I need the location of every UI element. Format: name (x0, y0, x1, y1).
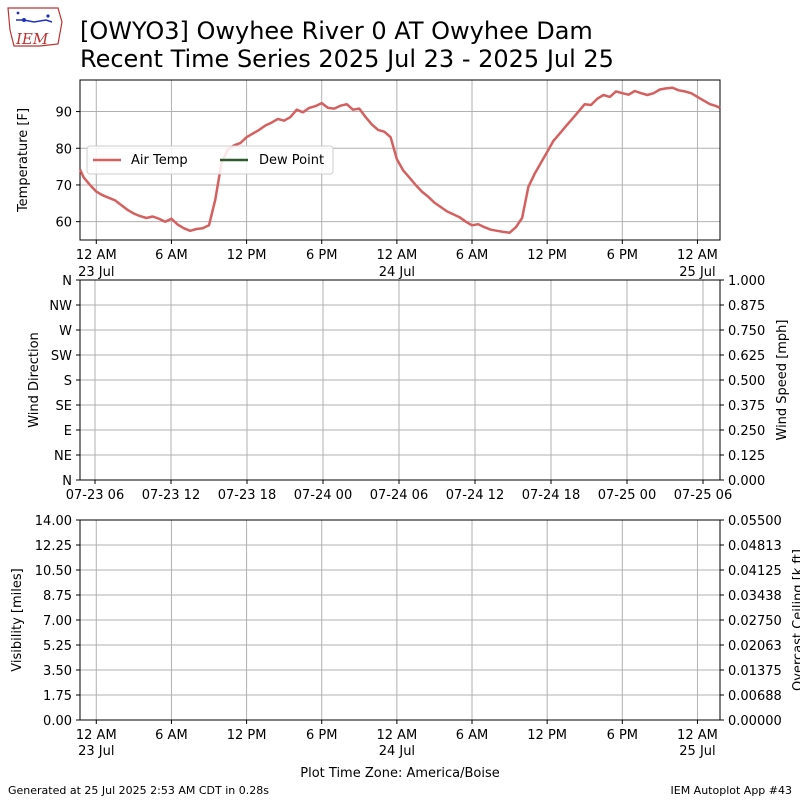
visibility-tick: 7.00 (43, 614, 72, 629)
wind-speed-tick: 0.375 (728, 399, 765, 414)
visibility-axis-label: Visibility [miles] (10, 568, 25, 671)
y-tick-label: 80 (55, 142, 72, 157)
wind-speed-tick: 1.000 (728, 274, 765, 289)
chart-title-line1: [OWYO3] Owyhee River 0 AT Owyhee Dam (80, 17, 593, 45)
ceiling-tick: 0.02750 (728, 614, 782, 629)
wind-direction-tick: N (62, 274, 72, 289)
x-tick-date-label: 23 Jul (78, 265, 114, 280)
app-note: IEM Autoplot App #43 (671, 784, 793, 797)
visibility-tick: 1.75 (43, 689, 72, 704)
ceiling-tick: 0.05500 (728, 514, 782, 529)
x-tick-date-label: 23 Jul (78, 744, 114, 759)
wind-speed-tick: 0.750 (728, 324, 765, 339)
x-tick-label: 07-24 06 (370, 488, 428, 503)
x-tick-label: 6 AM (155, 248, 188, 263)
temperature-panel: 60 70 80 90 12 AM 23 Jul 6 AM 12 PM 6 PM 12 AM 24… (16, 79, 721, 280)
x-tick-label: 12 AM (677, 728, 718, 743)
x-tick-label: 6 PM (306, 728, 337, 743)
x-tick-date-label: 24 Jul (379, 744, 415, 759)
ceiling-tick: 0.00000 (728, 714, 782, 729)
wind-speed-tick: 0.875 (728, 299, 765, 314)
y-tick-label: 90 (55, 106, 72, 121)
visibility-tick: 5.25 (43, 639, 72, 654)
x-tick-label: 12 AM (76, 728, 117, 743)
x-tick-label: 12 PM (527, 728, 567, 743)
air-temp-line (78, 86, 721, 234)
x-tick-label: 12 AM (76, 248, 117, 263)
wind-direction-tick: NE (54, 449, 72, 464)
x-tick-label: 12 AM (677, 248, 718, 263)
ceiling-axis-label: Overcast Ceiling [k ft] (791, 549, 800, 691)
temperature-legend: Air Temp Dew Point (86, 145, 334, 175)
visibility-tick: 0.00 (43, 714, 72, 729)
wind-speed-tick: 0.125 (728, 449, 765, 464)
wind-direction-axis-label: Wind Direction (27, 332, 42, 428)
x-tick-label: 12 PM (527, 248, 567, 263)
ceiling-tick: 0.03438 (728, 589, 782, 604)
legend-air-temp-label: Air Temp (131, 153, 188, 168)
wind-speed-tick: 0.625 (728, 349, 765, 364)
x-tick-label: 6 PM (306, 248, 337, 263)
visibility-tick: 3.50 (43, 664, 72, 679)
visibility-tick: 10.50 (35, 564, 72, 579)
timezone-label: Plot Time Zone: America/Boise (300, 766, 499, 781)
wind-speed-axis-label: Wind Speed [mph] (775, 320, 790, 441)
x-tick-label: 6 PM (607, 248, 638, 263)
wind-speed-tick: 0.250 (728, 424, 765, 439)
visibility-panel: 0.001.753.505.257.008.7510.5012.2514.00 … (10, 514, 800, 759)
x-tick-label: 6 AM (155, 728, 188, 743)
x-tick-label: 07-23 12 (142, 488, 200, 503)
generated-note: Generated at 25 Jul 2025 2:53 AM CDT in … (8, 784, 269, 797)
x-tick-label: 07-25 06 (674, 488, 732, 503)
x-tick-label: 6 AM (456, 728, 489, 743)
temperature-axis-label: Temperature [F] (16, 108, 31, 213)
x-tick-label: 07-24 12 (446, 488, 504, 503)
ceiling-tick: 0.02063 (728, 639, 782, 654)
wind-panel: N NE E SE S SW W NW N 0.000 0.125 0.250 0.375 0.500 0… (27, 274, 790, 503)
ceiling-tick: 0.04125 (728, 564, 782, 579)
wind-direction-tick: S (64, 374, 72, 389)
wind-direction-tick: W (59, 324, 72, 339)
x-tick-date-label: 25 Jul (679, 265, 715, 280)
x-tick-label: 6 PM (607, 728, 638, 743)
x-tick-label: 12 PM (227, 248, 267, 263)
x-tick-date-label: 24 Jul (379, 265, 415, 280)
x-tick-label: 07-25 00 (598, 488, 656, 503)
ceiling-tick: 0.04813 (728, 539, 782, 554)
wind-speed-tick: 0.500 (728, 374, 765, 389)
logo-text: IEM (15, 30, 49, 48)
x-tick-label: 6 AM (456, 248, 489, 263)
wind-direction-tick: NW (49, 299, 72, 314)
y-tick-label: 70 (55, 179, 72, 194)
x-tick-label: 07-23 18 (218, 488, 276, 503)
x-tick-label: 12 PM (227, 728, 267, 743)
wind-direction-tick: N (62, 474, 72, 489)
ceiling-tick: 0.00688 (728, 689, 782, 704)
x-tick-label: 07-23 06 (66, 488, 124, 503)
wind-direction-tick: SW (51, 349, 72, 364)
wind-speed-tick: 0.000 (728, 474, 765, 489)
ceiling-tick: 0.01375 (728, 664, 782, 679)
visibility-tick: 14.00 (35, 514, 72, 529)
chart-title-line2: Recent Time Series 2025 Jul 23 - 2025 Ju… (80, 45, 614, 73)
x-tick-label: 07-24 00 (294, 488, 352, 503)
visibility-tick: 12.25 (35, 539, 72, 554)
x-tick-label: 07-24 18 (522, 488, 580, 503)
wind-direction-tick: E (64, 424, 72, 439)
legend-dew-point-label: Dew Point (259, 153, 324, 168)
visibility-tick: 8.75 (43, 589, 72, 604)
iem-logo: IEM (7, 7, 63, 48)
x-tick-label: 12 AM (376, 728, 417, 743)
y-tick-label: 60 (55, 216, 72, 231)
wind-direction-tick: SE (56, 399, 72, 414)
x-tick-label: 12 AM (376, 248, 417, 263)
x-tick-date-label: 25 Jul (679, 744, 715, 759)
temperature-plot-frame (79, 79, 721, 241)
